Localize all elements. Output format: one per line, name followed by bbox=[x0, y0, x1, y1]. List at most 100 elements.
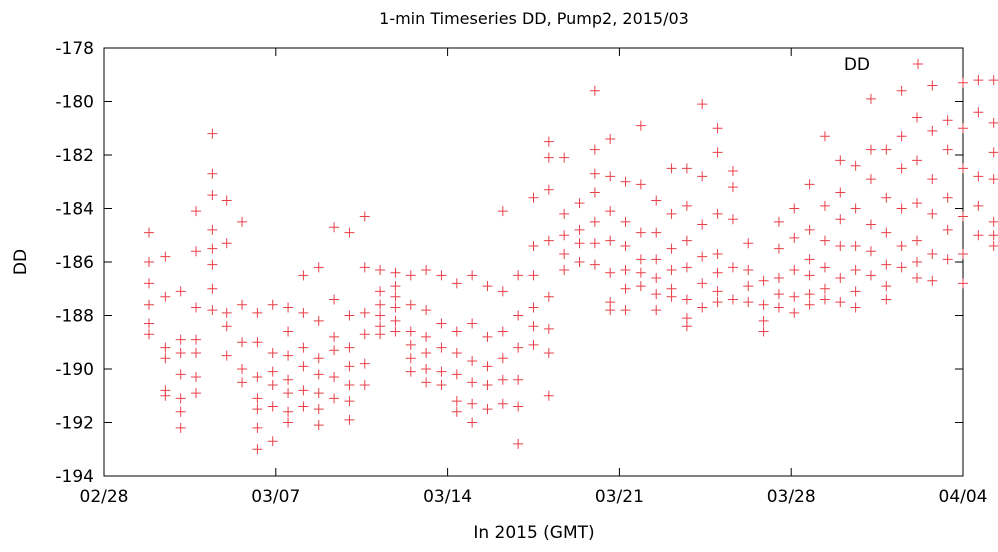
data-point bbox=[390, 326, 401, 337]
x-axis: 02/28 03/07 03/14 03/21 03/28 04/04 bbox=[80, 48, 988, 507]
data-point bbox=[881, 259, 892, 270]
data-point bbox=[252, 404, 263, 415]
data-point bbox=[835, 240, 846, 251]
data-point bbox=[942, 254, 953, 265]
data-point bbox=[283, 374, 294, 385]
data-point bbox=[789, 232, 800, 243]
data-point bbox=[467, 377, 478, 388]
data-point bbox=[175, 393, 186, 404]
data-point bbox=[390, 302, 401, 313]
data-point bbox=[850, 265, 861, 276]
data-point bbox=[482, 361, 493, 372]
data-point bbox=[743, 238, 754, 249]
data-point bbox=[191, 372, 202, 383]
data-point bbox=[143, 257, 154, 267]
data-point bbox=[835, 273, 846, 284]
data-point bbox=[390, 315, 401, 326]
data-point bbox=[375, 286, 386, 297]
data-point bbox=[896, 85, 907, 96]
data-point bbox=[175, 369, 186, 380]
y-tick-label: -180 bbox=[55, 93, 94, 113]
y-tick-label: -186 bbox=[55, 253, 94, 273]
data-point bbox=[421, 265, 432, 276]
data-point bbox=[375, 329, 386, 340]
data-point bbox=[727, 294, 738, 305]
data-point bbox=[988, 230, 998, 241]
data-point bbox=[559, 152, 570, 163]
data-point bbox=[313, 315, 324, 326]
data-point bbox=[896, 203, 907, 214]
data-point bbox=[267, 436, 278, 447]
data-point bbox=[958, 211, 968, 222]
data-point bbox=[666, 163, 677, 174]
data-point bbox=[942, 144, 953, 155]
data-point bbox=[574, 198, 585, 209]
y-tick-label: -182 bbox=[55, 146, 94, 166]
data-point bbox=[451, 326, 462, 337]
data-point bbox=[927, 80, 938, 91]
y-tick-label: -184 bbox=[55, 200, 94, 220]
data-point bbox=[329, 222, 340, 233]
data-point bbox=[313, 353, 324, 364]
data-point bbox=[942, 115, 953, 126]
data-point bbox=[191, 246, 202, 257]
legend-label: DD bbox=[844, 55, 870, 75]
data-point bbox=[881, 227, 892, 238]
data-point bbox=[298, 342, 309, 353]
data-point bbox=[635, 179, 646, 190]
data-point bbox=[635, 120, 646, 131]
data-point bbox=[405, 366, 416, 377]
data-point bbox=[207, 243, 218, 254]
x-tick-label: 03/21 bbox=[595, 487, 644, 507]
data-point bbox=[543, 291, 554, 302]
data-point bbox=[252, 337, 263, 348]
data-point bbox=[221, 307, 232, 318]
data-point bbox=[973, 107, 984, 118]
data-point bbox=[835, 214, 846, 225]
data-point bbox=[191, 334, 202, 345]
data-point bbox=[252, 393, 263, 404]
data-point bbox=[773, 273, 784, 284]
data-point bbox=[727, 262, 738, 273]
data-point bbox=[574, 224, 585, 235]
data-point bbox=[804, 289, 815, 300]
data-point bbox=[237, 299, 248, 310]
data-point bbox=[543, 323, 554, 334]
data-point bbox=[375, 310, 386, 321]
data-point bbox=[543, 136, 554, 147]
y-tick-label: -194 bbox=[55, 467, 94, 487]
data-points bbox=[143, 75, 998, 455]
data-point bbox=[543, 347, 554, 358]
data-point bbox=[359, 380, 370, 391]
data-point bbox=[589, 259, 600, 270]
data-point bbox=[988, 240, 998, 251]
data-point bbox=[881, 192, 892, 203]
data-point bbox=[773, 302, 784, 313]
data-point bbox=[712, 248, 723, 259]
data-point bbox=[605, 133, 616, 144]
data-point bbox=[421, 331, 432, 342]
data-point bbox=[451, 396, 462, 407]
data-point bbox=[712, 297, 723, 308]
data-point bbox=[697, 219, 708, 230]
data-point bbox=[252, 422, 263, 433]
data-point bbox=[221, 238, 232, 249]
data-point bbox=[958, 248, 968, 259]
data-point bbox=[344, 361, 355, 372]
data-point bbox=[819, 235, 830, 246]
data-point bbox=[267, 380, 278, 391]
data-point bbox=[359, 211, 370, 222]
data-point bbox=[697, 278, 708, 289]
data-point bbox=[819, 200, 830, 211]
data-point bbox=[620, 305, 631, 316]
data-point bbox=[835, 297, 846, 308]
data-point bbox=[743, 281, 754, 292]
data-point bbox=[911, 155, 922, 166]
data-point bbox=[635, 227, 646, 238]
data-point bbox=[175, 334, 186, 345]
data-point bbox=[927, 174, 938, 185]
data-point bbox=[559, 230, 570, 241]
data-point bbox=[773, 243, 784, 254]
data-point bbox=[543, 152, 554, 163]
